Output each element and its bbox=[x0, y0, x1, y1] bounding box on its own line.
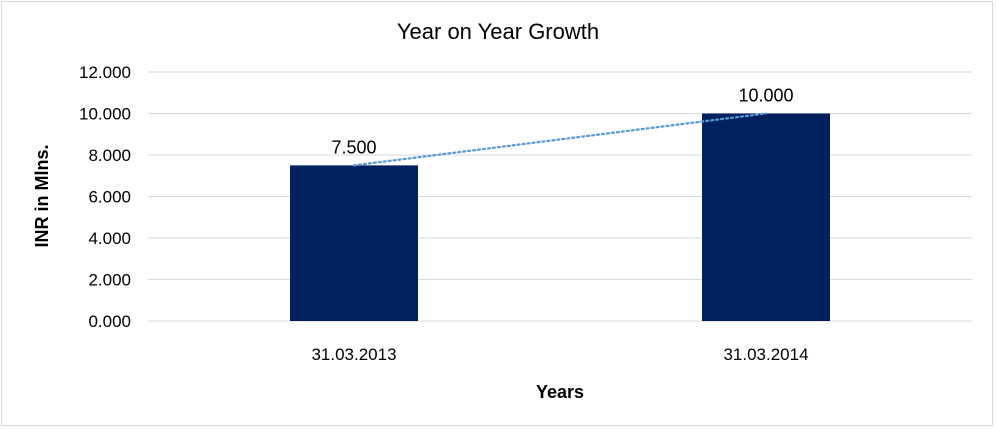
data-label: 10.000 bbox=[738, 86, 793, 106]
x-tick-label: 31.03.2013 bbox=[311, 345, 396, 364]
bars bbox=[290, 113, 830, 321]
data-labels: 7.500 10.000 bbox=[331, 86, 793, 158]
y-tick-label: 2.000 bbox=[88, 271, 131, 290]
x-axis-ticks: 31.03.2013 31.03.2014 bbox=[311, 345, 808, 364]
y-axis-title: INR in Mlns. bbox=[32, 145, 52, 248]
chart-title: Year on Year Growth bbox=[397, 19, 599, 44]
trendline bbox=[352, 112, 768, 167]
y-tick-label: 0.000 bbox=[88, 312, 131, 331]
trendline-group bbox=[352, 112, 768, 167]
y-tick-label: 4.000 bbox=[88, 229, 131, 248]
x-tick-label: 31.03.2014 bbox=[723, 345, 808, 364]
y-tick-label: 8.000 bbox=[88, 146, 131, 165]
bar bbox=[290, 165, 418, 321]
y-tick-label: 6.000 bbox=[88, 188, 131, 207]
x-axis-title: Years bbox=[536, 382, 584, 402]
y-axis-ticks: 0.000 2.000 4.000 6.000 8.000 10.000 12.000 bbox=[79, 63, 131, 331]
gridlines bbox=[148, 71, 972, 322]
bar bbox=[702, 113, 830, 321]
data-label: 7.500 bbox=[331, 137, 376, 157]
y-tick-label: 10.000 bbox=[79, 105, 131, 124]
y-tick-label: 12.000 bbox=[79, 63, 131, 82]
